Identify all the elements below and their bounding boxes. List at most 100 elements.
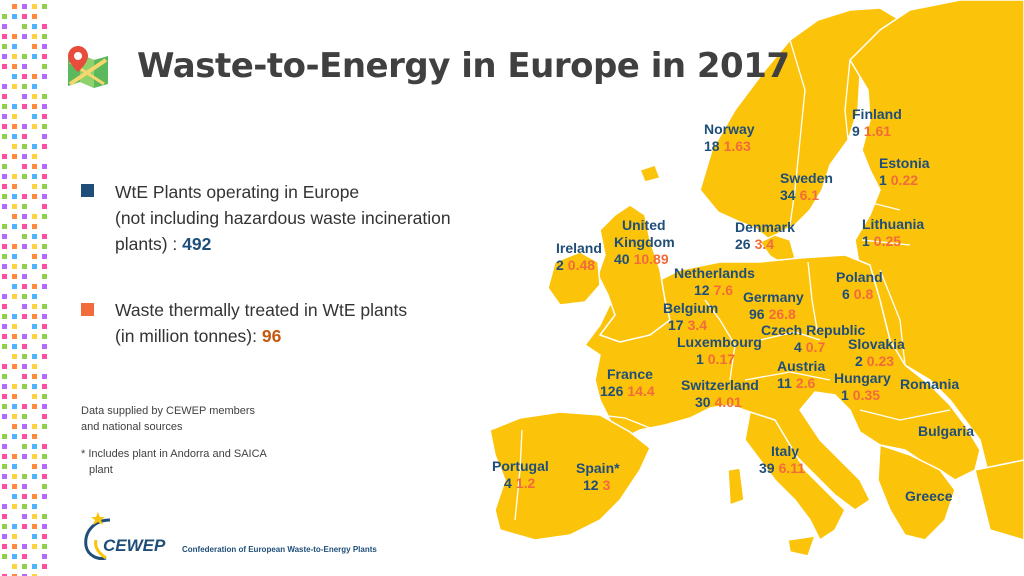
decorative-dot — [42, 74, 47, 79]
decorative-dot — [12, 334, 17, 339]
decorative-dot — [42, 534, 47, 539]
decorative-dot — [22, 214, 27, 219]
decorative-dot — [32, 54, 37, 59]
decorative-dot — [22, 244, 27, 249]
country-label-romania: Romania — [900, 376, 959, 393]
decorative-dot — [42, 264, 47, 269]
source-note: Data supplied by CEWEP members and natio… — [81, 403, 311, 435]
decorative-dot — [32, 374, 37, 379]
decorative-dot — [12, 14, 17, 19]
decorative-dot — [2, 414, 7, 419]
country-label-denmark: Denmark 26 3.4 — [735, 219, 795, 253]
tonnes-value: 3.4 — [687, 317, 708, 333]
tonnes-value: 2.6 — [795, 375, 816, 391]
tonnes-value: 3 — [602, 477, 611, 493]
decorative-dot — [22, 424, 27, 429]
tonnes-value: 0.35 — [852, 387, 881, 403]
decorative-dot — [42, 414, 47, 419]
decorative-dot — [32, 364, 37, 369]
decorative-dot — [12, 554, 17, 559]
country-name: Lithuania — [862, 216, 925, 232]
country-name: Spain* — [576, 460, 620, 476]
decorative-dot — [42, 214, 47, 219]
decorative-dot — [12, 484, 17, 489]
plants-legend-line3-text: plants) : — [115, 234, 183, 254]
country-name: Finland — [852, 106, 902, 122]
decorative-dot — [42, 284, 47, 289]
decorative-dot — [12, 64, 17, 69]
tonnes-value: 6.11 — [778, 460, 806, 476]
decorative-dot — [32, 574, 37, 576]
country-name: Greece — [905, 488, 953, 504]
decorative-dot — [32, 474, 37, 479]
country-name: Estonia — [879, 155, 930, 171]
country-name: Denmark — [735, 219, 795, 235]
land-borders — [514, 39, 951, 521]
decorative-dot — [22, 414, 27, 419]
decorative-dot — [12, 144, 17, 149]
plant-count: 12 — [694, 282, 710, 298]
country-name: Hungary — [834, 370, 891, 386]
decorative-dot — [42, 564, 47, 569]
decorative-dot — [32, 144, 37, 149]
decorative-dot — [2, 464, 7, 469]
country-name: Ireland — [556, 240, 602, 256]
tonnes-value: 1.63 — [723, 138, 751, 154]
country-values: 1 0.17 — [677, 351, 762, 368]
footnote-line1: * Includes plant in Andorra and SAICA — [81, 448, 267, 460]
plants-legend-line3: plants) : 492 — [115, 231, 535, 257]
cewep-logo-name: CEWEP — [103, 536, 166, 555]
decorative-dot — [32, 4, 37, 9]
country-name: Belgium — [663, 300, 719, 316]
decorative-dot — [12, 494, 17, 499]
tonnes-legend: Waste thermally treated in WtE plants (i… — [115, 297, 535, 349]
decorative-dot — [42, 554, 47, 559]
decorative-dot — [32, 544, 37, 549]
decorative-dot — [42, 524, 47, 529]
decorative-dot — [32, 324, 37, 329]
footnote-line2: plant — [89, 464, 113, 476]
border-balkans — [859, 409, 951, 421]
source-note-line2: and national sources — [81, 421, 183, 433]
decorative-dot — [2, 474, 7, 479]
plants-legend-line1: WtE Plants operating in Europe — [115, 182, 360, 202]
decorative-dot — [42, 244, 47, 249]
decorative-dot — [32, 434, 37, 439]
decorative-dot — [32, 234, 37, 239]
country-values: 1 0.22 — [879, 172, 930, 189]
source-note-line1: Data supplied by CEWEP members — [81, 405, 256, 417]
plant-count: 26 — [735, 236, 751, 252]
border-france-germany — [704, 299, 736, 381]
decorative-dot — [32, 174, 37, 179]
decorative-dot — [12, 504, 17, 509]
decorative-dot — [2, 114, 7, 119]
plants-legend-line2: (not including hazardous waste incinerat… — [115, 208, 451, 228]
decorative-dot — [32, 304, 37, 309]
decorative-dot — [2, 34, 7, 39]
decorative-dot — [42, 484, 47, 489]
border-sweden-finland — [844, 59, 851, 141]
decorative-dot — [42, 254, 47, 259]
country-values: 34 6.1 — [780, 187, 833, 204]
decorative-dot — [32, 24, 37, 29]
decorative-dot — [42, 94, 47, 99]
decorative-dot — [32, 384, 37, 389]
map-pin-icon — [68, 46, 108, 88]
country-label-portugal: Portugal 4 1.2 — [492, 458, 549, 492]
footnote: * Includes plant in Andorra and SAICA pl… — [81, 446, 311, 478]
decorative-dot — [12, 244, 17, 249]
decorative-dot — [12, 424, 17, 429]
country-label-netherlands: Netherlands 12 7.6 — [674, 265, 755, 299]
decorative-dot — [22, 124, 27, 129]
decorative-dot — [12, 344, 17, 349]
decorative-dot — [22, 564, 27, 569]
decorative-dot — [42, 474, 47, 479]
country-values: 26 3.4 — [735, 236, 795, 253]
decorative-dot — [2, 314, 7, 319]
country-values: 1 0.35 — [834, 387, 891, 404]
decorative-dot — [42, 444, 47, 449]
border-austria — [744, 371, 831, 381]
country-label-luxembourg: Luxembourg 1 0.17 — [677, 334, 762, 368]
decorative-dot — [32, 14, 37, 19]
